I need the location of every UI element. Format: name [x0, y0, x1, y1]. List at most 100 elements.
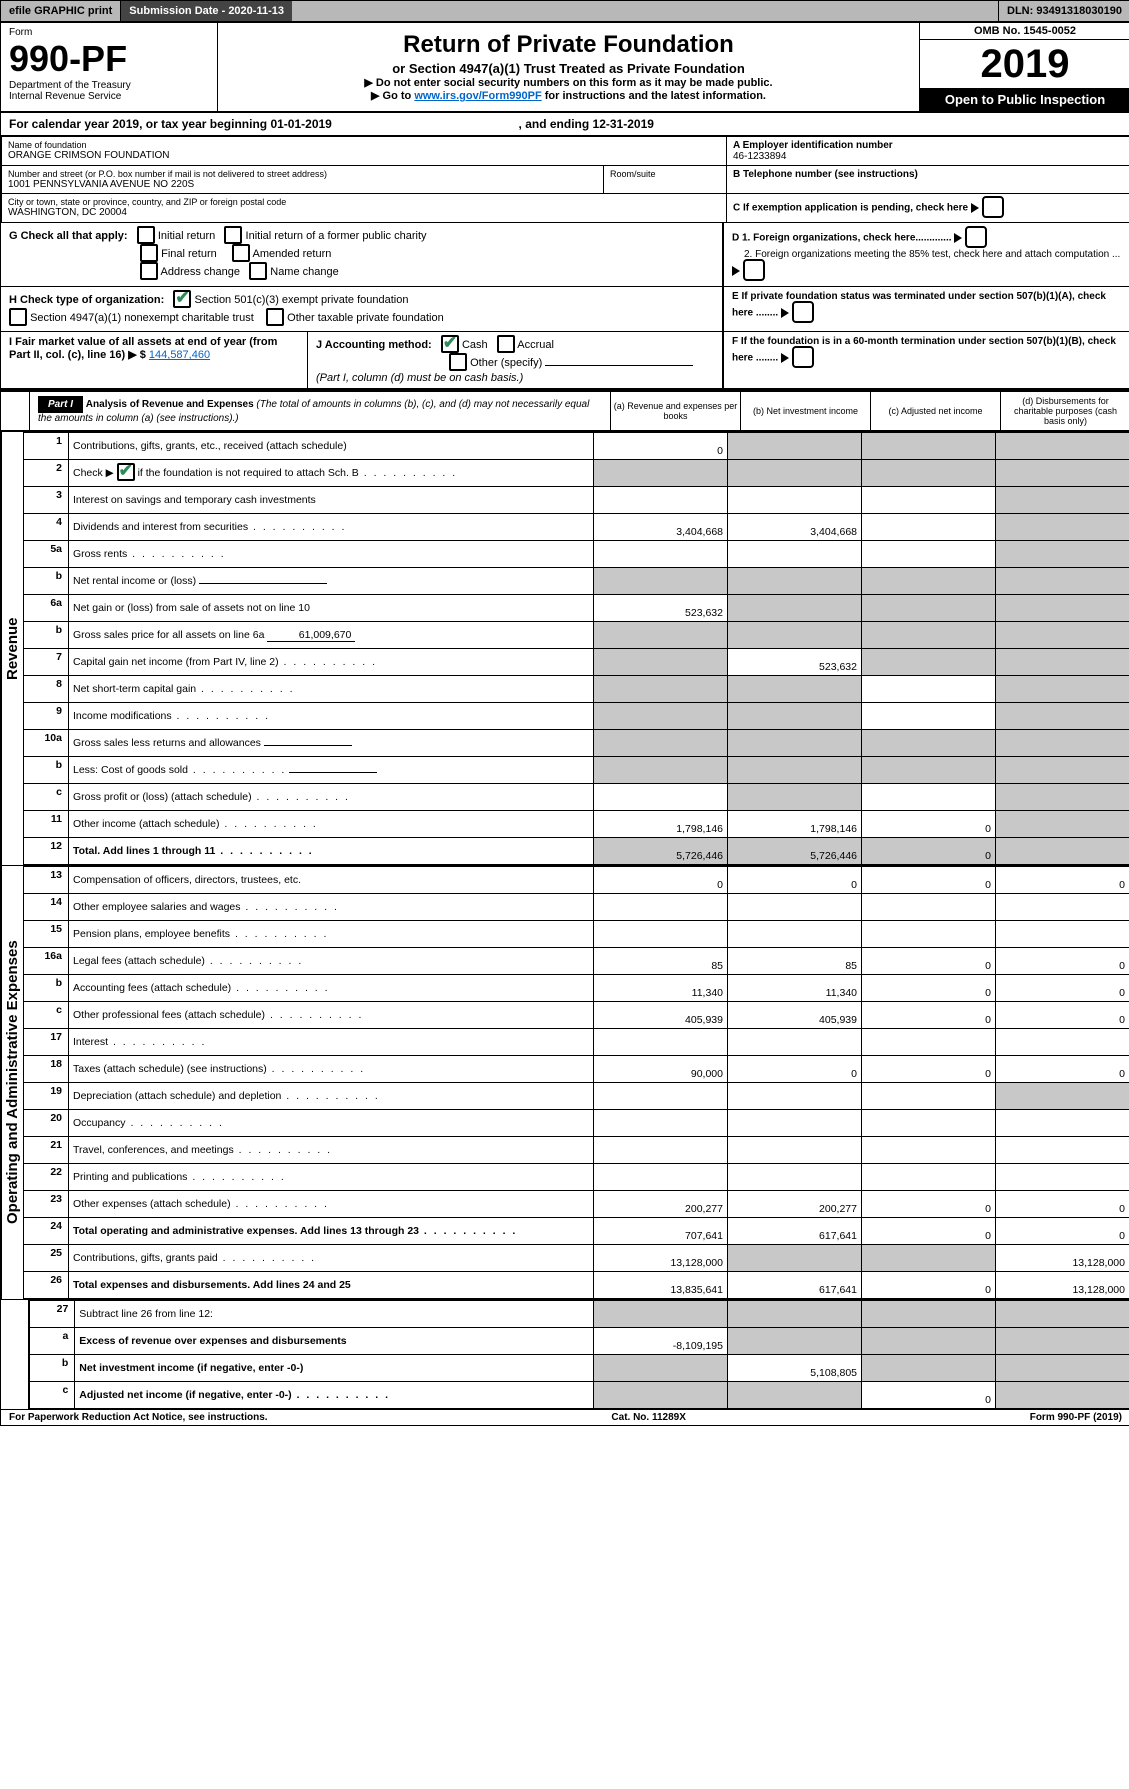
- h-label: H Check type of organization:: [9, 294, 164, 306]
- table-row: 7Capital gain net income (from Part IV, …: [24, 649, 1129, 676]
- calendar-year-row: For calendar year 2019, or tax year begi…: [1, 113, 1129, 136]
- e-arrow-icon: [781, 308, 789, 318]
- f-checkbox[interactable]: [792, 346, 814, 368]
- omb-number: OMB No. 1545-0052: [920, 23, 1129, 40]
- arrow-icon: [971, 203, 979, 213]
- table-row: bNet investment income (if negative, ent…: [30, 1355, 1129, 1382]
- f-label: F If the foundation is in a 60-month ter…: [732, 336, 1116, 364]
- j-other: Other (specify): [470, 357, 542, 369]
- g-amended-checkbox[interactable]: [232, 244, 250, 262]
- topbar-spacer: [292, 1, 998, 21]
- foundation-name: ORANGE CRIMSON FOUNDATION: [8, 150, 720, 161]
- room-cell: Room/suite: [604, 166, 727, 194]
- r10a-input[interactable]: [264, 745, 352, 746]
- g-address-checkbox[interactable]: [140, 262, 158, 280]
- g-final-checkbox[interactable]: [140, 244, 158, 262]
- j-note: (Part I, column (d) must be on cash basi…: [316, 372, 523, 384]
- col-d-header: (d) Disbursements for charitable purpose…: [1000, 392, 1129, 430]
- form-title: Return of Private Foundation: [230, 31, 907, 59]
- ein-value: 46-1233894: [733, 151, 786, 162]
- page-footer: For Paperwork Reduction Act Notice, see …: [1, 1409, 1129, 1425]
- j-accrual: Accrual: [517, 339, 554, 351]
- table-row: 11Other income (attach schedule)1,798,14…: [24, 811, 1129, 838]
- line27-section: 27Subtract line 26 from line 12: aExcess…: [1, 1299, 1129, 1409]
- table-row: 18Taxes (attach schedule) (see instructi…: [24, 1056, 1129, 1083]
- h-501-checkbox[interactable]: [173, 290, 191, 308]
- d1-arrow-icon: [954, 233, 962, 243]
- header-left: Form 990-PF Department of the Treasury I…: [1, 23, 218, 111]
- g-name-checkbox[interactable]: [249, 262, 267, 280]
- g-initial-checkbox[interactable]: [137, 226, 155, 244]
- note2-pre: ▶ Go to: [371, 90, 414, 102]
- j-accrual-checkbox[interactable]: [497, 335, 515, 353]
- g-section: G Check all that apply: Initial return I…: [1, 223, 723, 286]
- form-number: 990-PF: [9, 38, 209, 80]
- b-label: B Telephone number (see instructions): [733, 169, 918, 180]
- name-label: Name of foundation: [8, 140, 720, 150]
- schb-checkbox[interactable]: [117, 463, 135, 481]
- street-address: 1001 PENNSYLVANIA AVENUE NO 220S: [8, 179, 597, 190]
- d1-checkbox[interactable]: [965, 226, 987, 248]
- box-c: C If exemption application is pending, c…: [727, 194, 1129, 223]
- l27-gap: [1, 1300, 29, 1409]
- g-initial-former-checkbox[interactable]: [224, 226, 242, 244]
- table-row: 13Compensation of officers, directors, t…: [24, 867, 1129, 894]
- table-row: 8Net short-term capital gain: [24, 676, 1129, 703]
- d2-checkbox[interactable]: [743, 259, 765, 281]
- city-label: City or town, state or province, country…: [8, 197, 720, 207]
- dept-label: Department of the Treasury: [9, 80, 209, 91]
- table-row: 25Contributions, gifts, grants paid13,12…: [24, 1245, 1129, 1272]
- name-cell: Name of foundation ORANGE CRIMSON FOUNDA…: [2, 137, 727, 166]
- i-section: I Fair market value of all assets at end…: [1, 332, 308, 388]
- g-initial: Initial return: [158, 230, 215, 242]
- table-row: 5aGross rents: [24, 541, 1129, 568]
- irs-link[interactable]: www.irs.gov/Form990PF: [414, 90, 541, 102]
- table-row: 9Income modifications: [24, 703, 1129, 730]
- e-checkbox[interactable]: [792, 301, 814, 323]
- j-other-checkbox[interactable]: [449, 353, 467, 371]
- part1-header: Part I Analysis of Revenue and Expenses …: [1, 390, 1129, 431]
- r5b-input[interactable]: [199, 583, 327, 584]
- form-header: Form 990-PF Department of the Treasury I…: [1, 23, 1129, 113]
- e-section: E If private foundation status was termi…: [723, 287, 1129, 331]
- side-gap: [1, 392, 30, 430]
- table-row: cGross profit or (loss) (attach schedule…: [24, 784, 1129, 811]
- table-row: 20Occupancy: [24, 1110, 1129, 1137]
- note2: ▶ Go to www.irs.gov/Form990PF for instru…: [230, 89, 907, 102]
- g-name: Name change: [270, 266, 339, 278]
- cy-begin: 01-01-2019: [270, 117, 331, 131]
- table-row: 14Other employee salaries and wages: [24, 894, 1129, 921]
- i-label: I Fair market value of all assets at end…: [9, 336, 277, 361]
- h-other-checkbox[interactable]: [266, 308, 284, 326]
- h-4947-checkbox[interactable]: [9, 308, 27, 326]
- part1-tag: Part I: [38, 396, 83, 413]
- j-section: J Accounting method: Cash Accrual Other …: [308, 332, 723, 388]
- h-501: Section 501(c)(3) exempt private foundat…: [194, 294, 408, 306]
- h-other: Other taxable private foundation: [287, 312, 444, 324]
- table-row: 17Interest: [24, 1029, 1129, 1056]
- col-b-header: (b) Net investment income: [740, 392, 870, 430]
- box-a: A Employer identification number 46-1233…: [727, 137, 1129, 166]
- footer-left: For Paperwork Reduction Act Notice, see …: [9, 1412, 268, 1423]
- dln-label: DLN: 93491318030190: [998, 1, 1129, 21]
- r10b-input[interactable]: [289, 772, 377, 773]
- part1-cols: (a) Revenue and expenses per books (b) N…: [610, 392, 1129, 430]
- fmv-value[interactable]: 144,587,460: [149, 349, 210, 361]
- revenue-vlabel: Revenue: [1, 432, 23, 865]
- open-public: Open to Public Inspection: [920, 88, 1129, 111]
- table-row: bNet rental income or (loss): [24, 568, 1129, 595]
- info-table: Name of foundation ORANGE CRIMSON FOUNDA…: [1, 136, 1129, 223]
- d2-label: 2. Foreign organizations meeting the 85%…: [732, 249, 1120, 260]
- row-i-j-f: I Fair market value of all assets at end…: [1, 332, 1129, 390]
- j-cash-checkbox[interactable]: [441, 335, 459, 353]
- table-row: 2Check ▶ if the foundation is not requir…: [24, 460, 1129, 487]
- form-subtitle: or Section 4947(a)(1) Trust Treated as P…: [230, 61, 907, 76]
- cy-pre: For calendar year 2019, or tax year begi…: [9, 117, 270, 131]
- c-checkbox[interactable]: [982, 196, 1004, 218]
- j-other-input[interactable]: [545, 365, 693, 366]
- tax-year: 2019: [920, 40, 1129, 88]
- row-g-d: G Check all that apply: Initial return I…: [1, 223, 1129, 287]
- table-row: bAccounting fees (attach schedule)11,340…: [24, 975, 1129, 1002]
- city-cell: City or town, state or province, country…: [2, 194, 727, 223]
- efile-label: efile GRAPHIC print: [1, 1, 121, 21]
